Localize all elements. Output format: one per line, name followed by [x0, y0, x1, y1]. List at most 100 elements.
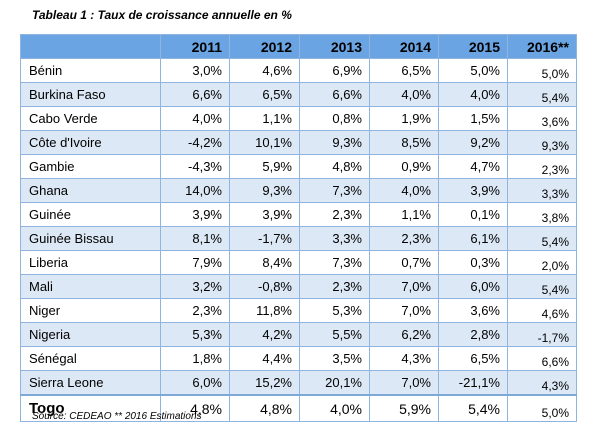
value-cell: 10,1% [229, 130, 300, 155]
value-cell: 9,3% [229, 178, 300, 203]
value-cell: 4,2% [229, 322, 300, 347]
country-cell: Togo [20, 394, 161, 422]
value-cell: 6,0% [160, 370, 230, 396]
value-cell: 5,0% [438, 58, 508, 83]
value-cell: -1,7% [229, 226, 300, 251]
value-cell: 4,8% [229, 394, 300, 422]
country-cell: Gambie [20, 154, 161, 179]
value-cell: 4,7% [438, 154, 508, 179]
value-cell: 4,8% [160, 394, 230, 422]
table-body: Bénin 3,0% 4,6% 6,9% 6,5% 5,0% 5,0% Burkina Fas… [20, 58, 577, 422]
value-cell: 9,3% [299, 130, 370, 155]
table-row: Sénégal 1,8% 4,4% 3,5% 4,3% 6,5% 6,6% [20, 346, 577, 371]
value-cell: 4,0% [438, 82, 508, 107]
value-cell: 5,3% [160, 322, 230, 347]
value-cell: 6,2% [369, 322, 439, 347]
value-cell: 6,9% [299, 58, 370, 83]
value-cell: 2,3% [160, 298, 230, 323]
value-cell: 5,9% [229, 154, 300, 179]
value-cell: 6,0% [438, 274, 508, 299]
value-cell: 3,0% [160, 58, 230, 83]
country-cell: Burkina Faso [20, 82, 161, 107]
value-cell: 7,0% [369, 298, 439, 323]
value-cell: 4,4% [229, 346, 300, 371]
value-cell: 5,0% [507, 58, 577, 83]
table-row: Burkina Faso 6,6% 6,5% 6,6% 4,0% 4,0% 5,4% [20, 82, 577, 107]
value-cell: 4,0% [160, 106, 230, 131]
value-cell: 9,2% [438, 130, 508, 155]
country-cell: Cabo Verde [20, 106, 161, 131]
value-cell: 5,5% [299, 322, 370, 347]
value-cell: 5,9% [369, 394, 439, 422]
value-cell: 6,6% [299, 82, 370, 107]
value-cell: 7,0% [369, 370, 439, 396]
value-cell: 6,5% [369, 58, 439, 83]
table-caption: Tableau 1 : Taux de croissance annuelle … [32, 8, 292, 22]
country-cell: Nigeria [20, 322, 161, 347]
value-cell: 4,8% [299, 154, 370, 179]
value-cell: 2,0% [507, 250, 577, 275]
country-cell: Niger [20, 298, 161, 323]
value-cell: 3,6% [438, 298, 508, 323]
value-cell: 4,6% [507, 298, 577, 323]
value-cell: 5,4% [507, 274, 577, 299]
country-cell: Ghana [20, 178, 161, 203]
value-cell: 3,3% [507, 178, 577, 203]
value-cell: 4,3% [369, 346, 439, 371]
country-cell: Guinée Bissau [20, 226, 161, 251]
value-cell: 5,4% [438, 394, 508, 422]
value-cell: 6,6% [160, 82, 230, 107]
table-row: Niger 2,3% 11,8% 5,3% 7,0% 3,6% 4,6% [20, 298, 577, 323]
table-row: Nigeria 5,3% 4,2% 5,5% 6,2% 2,8% -1,7% [20, 322, 577, 347]
header-row: 2011 2012 2013 2014 2015 2016** [20, 34, 577, 59]
country-cell: Liberia [20, 250, 161, 275]
value-cell: 1,1% [229, 106, 300, 131]
country-cell: Sénégal [20, 346, 161, 371]
value-cell: 4,6% [229, 58, 300, 83]
value-cell: 8,5% [369, 130, 439, 155]
column-header: 2013 [299, 34, 370, 59]
growth-rate-table: 2011 2012 2013 2014 2015 2016** Bénin 3,0… [20, 34, 577, 422]
table-row: Côte d'Ivoire -4,2% 10,1% 9,3% 8,5% 9,2% 9,3% [20, 130, 577, 155]
table-row: Guinée 3,9% 3,9% 2,3% 1,1% 0,1% 3,8% [20, 202, 577, 227]
value-cell: -21,1% [438, 370, 508, 396]
value-cell: 0,8% [299, 106, 370, 131]
value-cell: 6,6% [507, 346, 577, 371]
value-cell: 9,3% [507, 130, 577, 155]
value-cell: 1,8% [160, 346, 230, 371]
table-row: Ghana 14,0% 9,3% 7,3% 4,0% 3,9% 3,3% [20, 178, 577, 203]
header-corner-cell [20, 34, 161, 59]
value-cell: 8,4% [229, 250, 300, 275]
value-cell: 7,0% [369, 274, 439, 299]
value-cell: 7,3% [299, 178, 370, 203]
value-cell: 3,3% [299, 226, 370, 251]
value-cell: 4,0% [369, 82, 439, 107]
value-cell: 3,9% [438, 178, 508, 203]
value-cell: 3,8% [507, 202, 577, 227]
value-cell: 0,9% [369, 154, 439, 179]
value-cell: 3,9% [229, 202, 300, 227]
value-cell: 3,9% [160, 202, 230, 227]
column-header: 2011 [160, 34, 230, 59]
value-cell: 15,2% [229, 370, 300, 396]
value-cell: -0,8% [229, 274, 300, 299]
column-header: 2012 [229, 34, 300, 59]
table-row: Bénin 3,0% 4,6% 6,9% 6,5% 5,0% 5,0% [20, 58, 577, 83]
value-cell: 4,0% [369, 178, 439, 203]
table-row: Liberia 7,9% 8,4% 7,3% 0,7% 0,3% 2,0% [20, 250, 577, 275]
value-cell: 7,9% [160, 250, 230, 275]
value-cell: 7,3% [299, 250, 370, 275]
table-row: Togo 4,8% 4,8% 4,0% 5,9% 5,4% 5,0% [20, 394, 577, 422]
value-cell: 14,0% [160, 178, 230, 203]
value-cell: 1,5% [438, 106, 508, 131]
value-cell: 0,7% [369, 250, 439, 275]
value-cell: 6,5% [438, 346, 508, 371]
country-cell: Mali [20, 274, 161, 299]
value-cell: 1,9% [369, 106, 439, 131]
source-note: Source: CEDEAO ** 2016 Estimations [32, 411, 202, 422]
value-cell: -4,3% [160, 154, 230, 179]
table-row: Mali 3,2% -0,8% 2,3% 7,0% 6,0% 5,4% [20, 274, 577, 299]
value-cell: 0,3% [438, 250, 508, 275]
value-cell: 6,1% [438, 226, 508, 251]
table-row: Guinée Bissau 8,1% -1,7% 3,3% 2,3% 6,1% 5,4% [20, 226, 577, 251]
